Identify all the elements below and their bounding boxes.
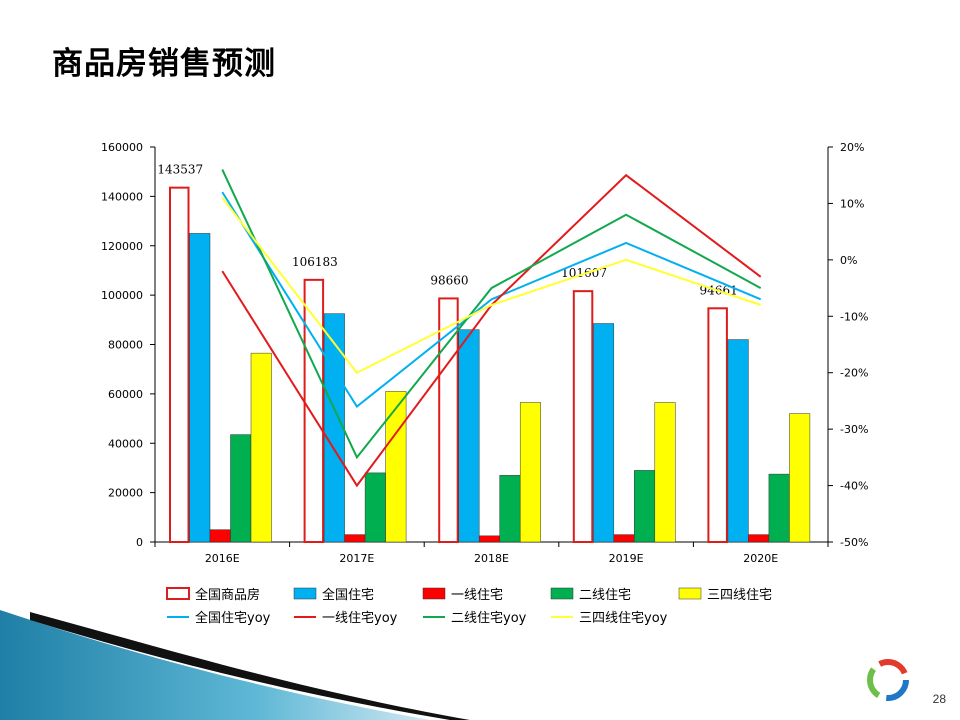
x-tick-label: 2020E bbox=[743, 552, 778, 565]
page-number: 28 bbox=[932, 692, 946, 706]
bar-全国商品房 bbox=[169, 186, 190, 543]
left-tick-label: 160000 bbox=[101, 141, 143, 154]
bar-全国商品房 bbox=[707, 307, 728, 544]
bar-data-label: 98660 bbox=[430, 273, 468, 287]
right-tick-label: -50% bbox=[840, 536, 868, 549]
bar-一线住宅 bbox=[344, 534, 366, 543]
left-tick-label: 40000 bbox=[108, 437, 143, 450]
legend-label: 全国住宅yoy bbox=[195, 610, 271, 626]
bar-三四线住宅 bbox=[385, 391, 407, 543]
slide-title: 商品房销售预测 bbox=[52, 46, 276, 82]
x-tick-label: 2018E bbox=[474, 552, 509, 565]
legend-swatch bbox=[293, 587, 317, 600]
left-tick-label: 100000 bbox=[101, 289, 143, 302]
x-tick-label: 2019E bbox=[609, 552, 644, 565]
bar-全国住宅 bbox=[593, 323, 615, 543]
legend-swatch bbox=[678, 587, 702, 600]
bar-全国住宅 bbox=[458, 329, 480, 543]
right-tick-label: -10% bbox=[840, 310, 868, 323]
legend-label: 二线住宅 bbox=[579, 588, 631, 603]
left-tick-label: 60000 bbox=[108, 388, 143, 401]
legend-swatch bbox=[550, 587, 574, 600]
bar-data-label: 106183 bbox=[292, 255, 338, 269]
bar-二线住宅 bbox=[499, 475, 521, 543]
bar-一线住宅 bbox=[748, 534, 770, 543]
bar-二线住宅 bbox=[364, 472, 386, 543]
line-三四线住宅yoy bbox=[221, 197, 762, 374]
bar-一线住宅 bbox=[613, 534, 635, 543]
left-tick-label: 20000 bbox=[108, 487, 143, 500]
line-全国住宅yoy bbox=[221, 191, 762, 409]
x-tick-label: 2016E bbox=[205, 552, 240, 565]
legend-swatch bbox=[166, 587, 190, 600]
legend-label: 三四线住宅 bbox=[707, 588, 772, 603]
bar-二线住宅 bbox=[634, 470, 656, 543]
bar-全国商品房 bbox=[572, 290, 594, 543]
right-tick-label: 20% bbox=[840, 141, 864, 154]
bar-三四线住宅 bbox=[654, 402, 676, 543]
legend-label: 一线住宅 bbox=[451, 588, 503, 603]
line-一线住宅yoy bbox=[221, 173, 762, 488]
left-tick-label: 0 bbox=[136, 536, 143, 549]
bar-三四线住宅 bbox=[250, 352, 272, 543]
bar-全国商品房 bbox=[303, 278, 325, 543]
right-tick-label: 10% bbox=[840, 197, 864, 210]
x-tick-label: 2017E bbox=[339, 552, 374, 565]
line-二线住宅yoy bbox=[221, 169, 762, 460]
bar-全国商品房 bbox=[438, 297, 459, 544]
right-tick-label: 0% bbox=[840, 254, 857, 267]
bar-data-label: 143537 bbox=[157, 163, 203, 177]
logo-icon bbox=[867, 659, 909, 701]
bar-一线住宅 bbox=[478, 535, 500, 543]
legend-label: 二线住宅yoy bbox=[451, 611, 527, 626]
right-tick-label: -20% bbox=[840, 367, 868, 380]
bar-二线住宅 bbox=[230, 434, 252, 543]
left-tick-label: 80000 bbox=[108, 339, 143, 352]
teal-swoosh-shape bbox=[0, 610, 430, 720]
legend-label: 三四线住宅yoy bbox=[579, 611, 668, 626]
bar-全国住宅 bbox=[727, 339, 749, 543]
legend-label: 一线住宅yoy bbox=[322, 611, 398, 626]
legend-swatch bbox=[422, 587, 446, 600]
bar-全国住宅 bbox=[189, 233, 211, 543]
right-tick-label: -30% bbox=[840, 423, 868, 436]
left-tick-label: 140000 bbox=[101, 190, 143, 203]
left-tick-label: 120000 bbox=[101, 240, 143, 253]
bar-一线住宅 bbox=[209, 529, 231, 543]
bar-三四线住宅 bbox=[789, 413, 811, 543]
bar-全国住宅 bbox=[323, 313, 345, 543]
bar-二线住宅 bbox=[768, 473, 790, 543]
legend-label: 全国住宅 bbox=[322, 587, 374, 603]
legend-label: 全国商品房 bbox=[195, 587, 260, 603]
bar-三四线住宅 bbox=[519, 402, 541, 543]
right-tick-label: -40% bbox=[840, 480, 868, 493]
